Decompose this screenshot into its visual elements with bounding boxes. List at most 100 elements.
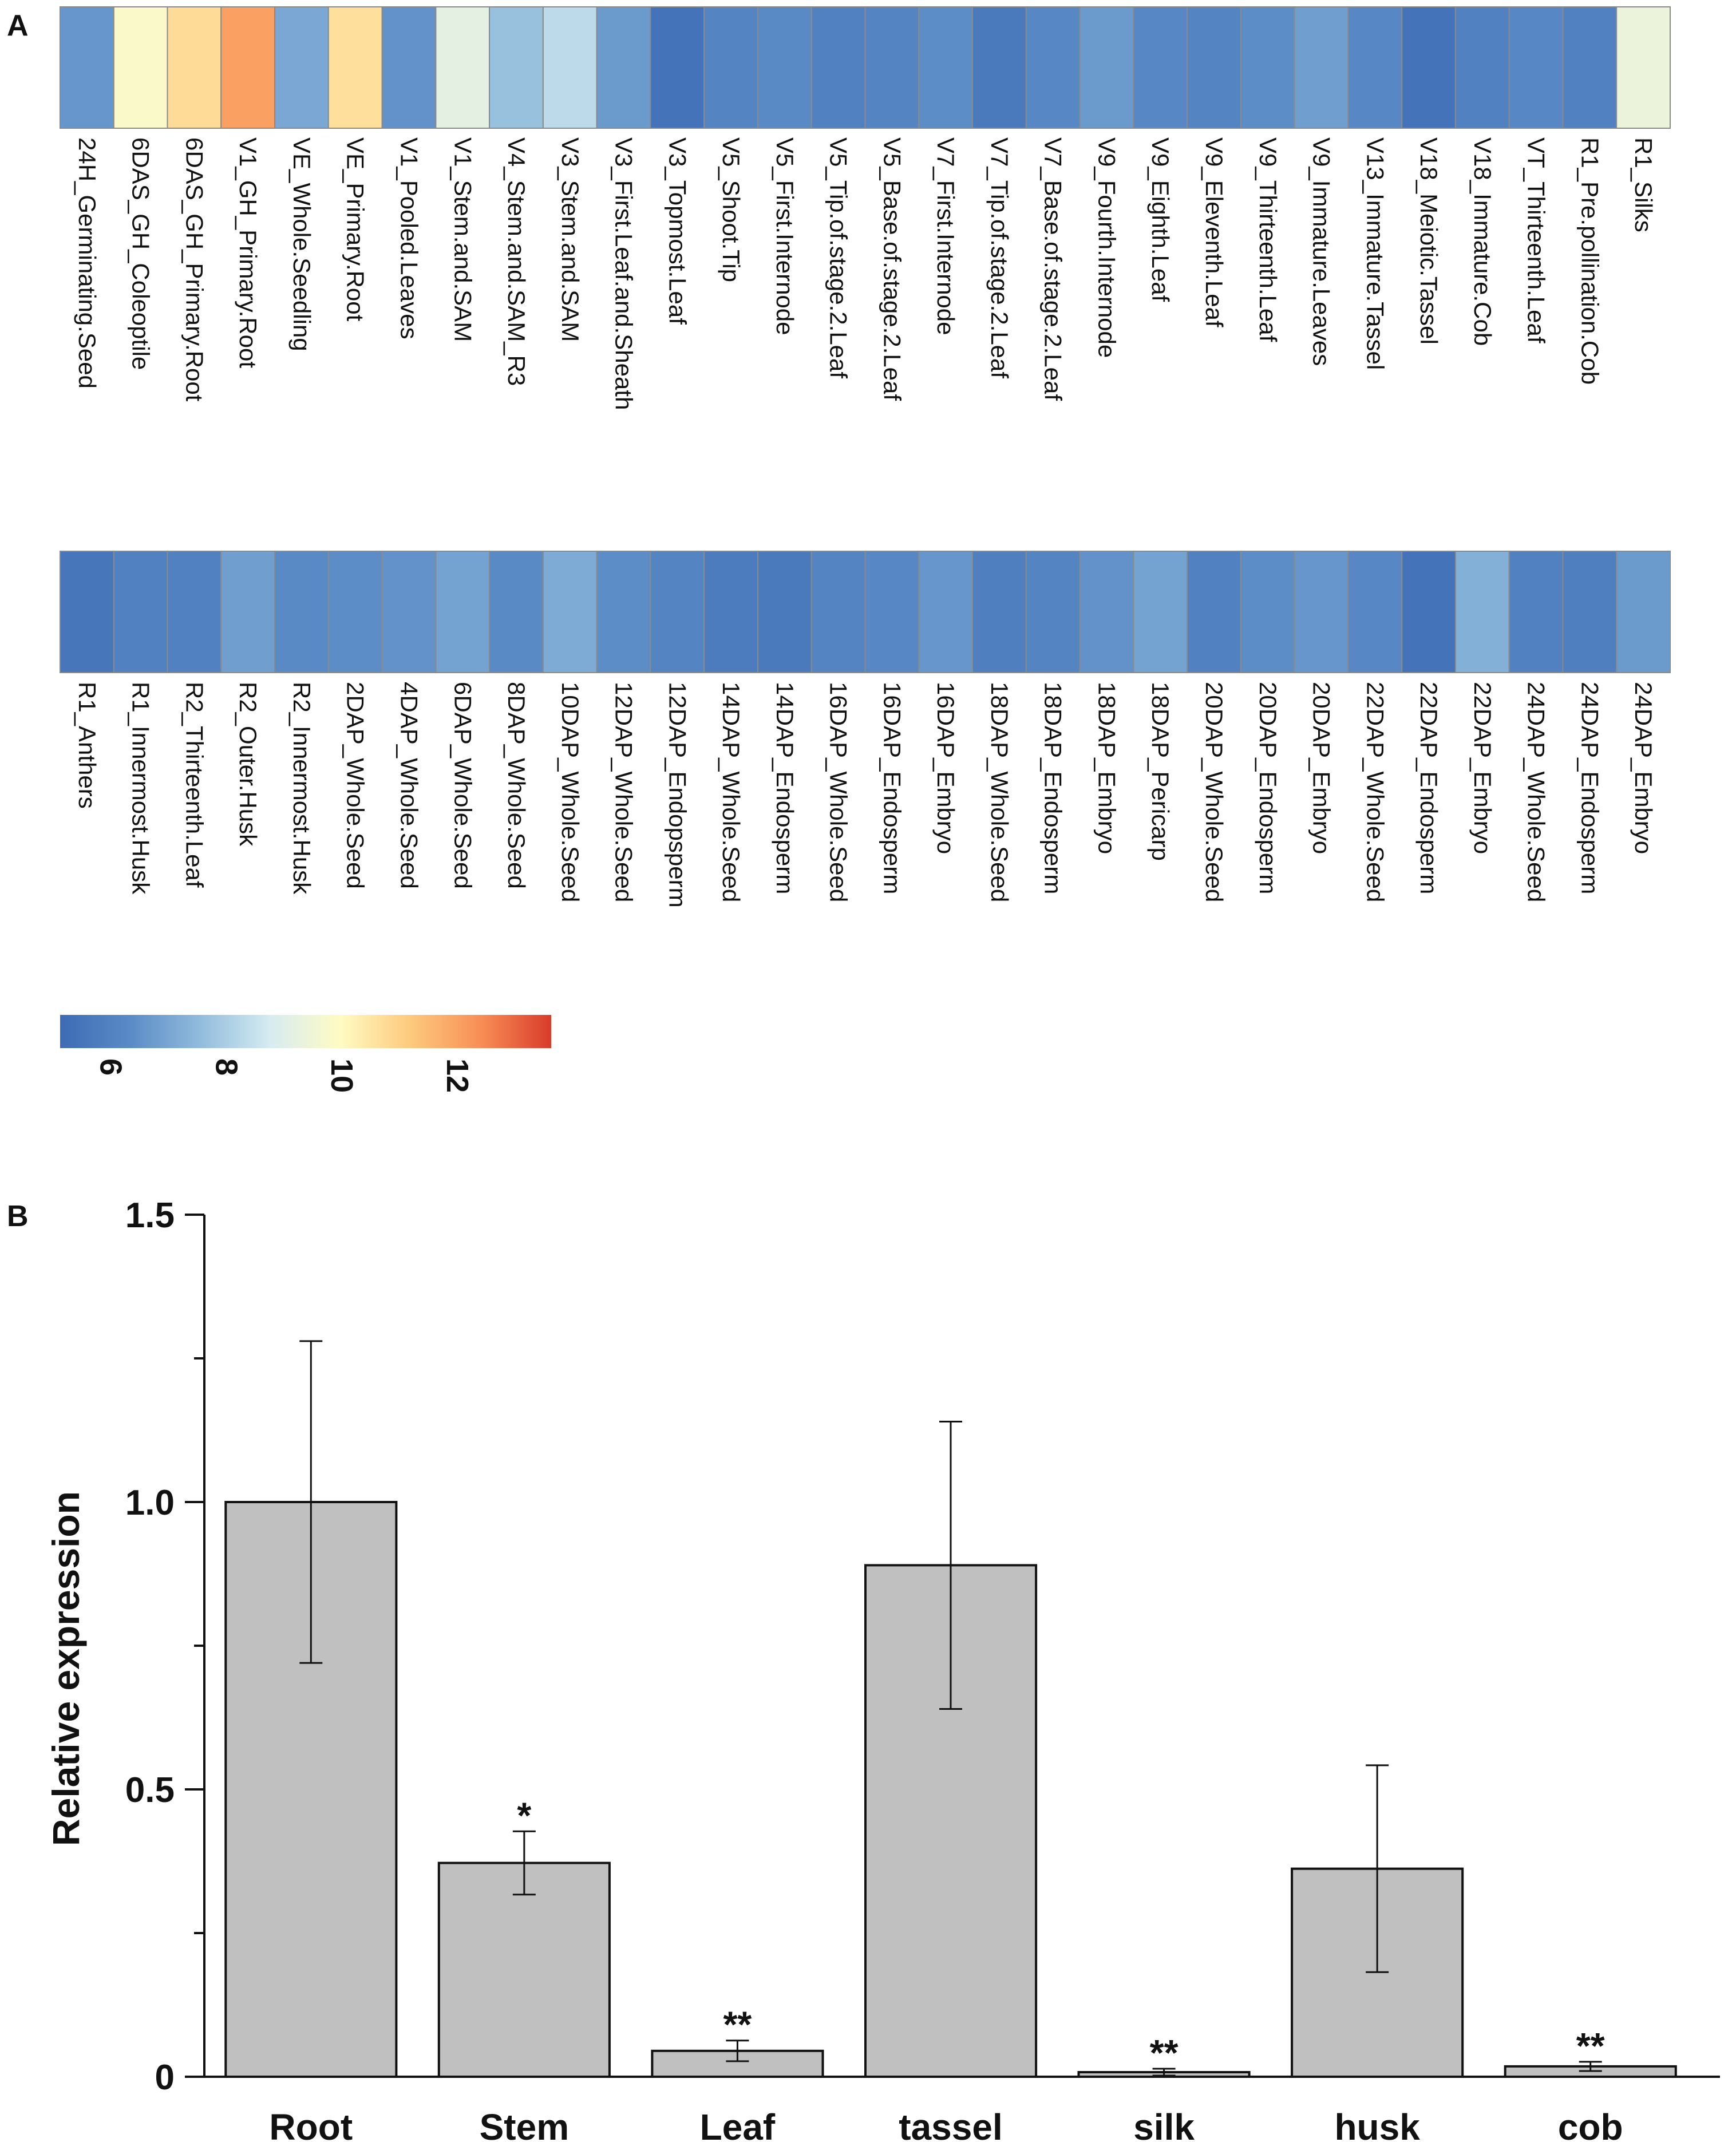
heatmap-cell <box>918 551 974 673</box>
tissue-label: V18_Immature.Cob <box>1469 137 1496 346</box>
heatmap-cell <box>1616 6 1671 129</box>
heatmap-cell <box>274 6 329 129</box>
heatmap-cell <box>1401 6 1456 129</box>
tissue-label: V13_Immature.Tassel <box>1362 137 1389 370</box>
tissue-label: R2_Innermost.Husk <box>288 682 315 895</box>
y-tick-label: 0.5 <box>125 1770 175 1810</box>
heatmap-cell <box>650 551 705 673</box>
heatmap-cell <box>542 6 598 129</box>
heatmap-cell <box>1240 551 1295 673</box>
heatmap-cell <box>1454 551 1510 673</box>
tissue-label: V1_Stem.and.SAM <box>449 137 476 342</box>
tissue-label: 20DAP_Whole.Seed <box>1201 682 1228 902</box>
heatmap-cell <box>1187 6 1241 129</box>
tissue-label: 24DAP_Endosperm <box>1576 682 1603 894</box>
tissue-label: V5_Tip.of.stage.2.Leaf <box>825 137 852 378</box>
heatmap-cell <box>167 6 222 129</box>
colorbar-tick-label: 6 <box>94 1058 128 1076</box>
heatmap-cell <box>1133 6 1188 129</box>
heatmap-cell <box>435 6 491 129</box>
tissue-label: V3_First.Leaf.and.Sheath <box>611 137 638 410</box>
tissue-label: V1_Pooled.Leaves <box>396 137 423 339</box>
heatmap-cell <box>489 6 544 129</box>
heatmap-cell <box>1187 551 1241 673</box>
heatmap-cell <box>650 6 705 129</box>
heatmap-cell <box>1294 6 1349 129</box>
heatmap-cell <box>60 6 114 129</box>
tissue-label: 12DAP_Endopsperm <box>664 682 691 908</box>
significance-marker: ** <box>1576 2025 1605 2066</box>
y-tick-label: 1.5 <box>125 1196 175 1235</box>
x-category-label: cob <box>1558 2107 1623 2142</box>
heatmap-cell <box>596 6 651 129</box>
heatmap-cell <box>1079 6 1134 129</box>
tissue-label: 10DAP_Whole.Seed <box>557 682 584 902</box>
heatmap: 24H_Germinating.Seed 6DAS_GH_Coleoptile 6D… <box>60 6 1671 908</box>
tissue-label: 22DAP_Endosperm <box>1415 682 1442 894</box>
bar-stem <box>437 1862 611 2078</box>
heatmap-cell <box>757 551 812 673</box>
heatmap-cell <box>435 551 491 673</box>
tissue-label: V9_Eighth.Leaf <box>1147 137 1174 302</box>
tissue-label: 22DAP_Embryo <box>1469 682 1496 854</box>
tissue-label: R2_Outer.Husk <box>235 682 262 847</box>
tissue-label: VE_Primary.Root <box>342 137 369 322</box>
heatmap-cell <box>1347 6 1403 129</box>
tissue-label: V4_Stem.and.SAM_R3 <box>503 137 530 386</box>
y-tick-label: 1.0 <box>125 1483 175 1523</box>
heatmap-cell <box>327 551 383 673</box>
tissue-label: 4DAP_Whole.Seed <box>396 682 423 889</box>
heatmap-cell <box>703 551 758 673</box>
tissue-label: V5_Base.of.stage.2.Leaf <box>879 137 905 401</box>
tissue-label: V3_Stem.and.SAM <box>557 137 584 342</box>
significance-marker: * <box>517 1795 531 1836</box>
significance-marker: ** <box>1150 2032 1179 2073</box>
tissue-label: 8DAP_Whole.Seed <box>503 682 530 889</box>
panel-a-label: A <box>7 9 29 42</box>
heatmap-cell <box>972 6 1027 129</box>
heatmap-cell <box>1508 551 1564 673</box>
tissue-label: R1_Innermost.Husk <box>128 682 155 895</box>
tissue-label: R1_Anthers <box>74 682 101 809</box>
tissue-label: 18DAP_Pericarp <box>1147 682 1174 861</box>
heatmap-cell <box>703 6 758 129</box>
colorbar: 6 8 10 12 <box>60 1015 551 1093</box>
y-axis-title: Relative expression <box>45 1491 87 1846</box>
colorbar-tick-label: 8 <box>209 1058 243 1076</box>
tissue-label: V1_GH_Primary.Root <box>235 137 262 368</box>
heatmap-cell <box>972 551 1027 673</box>
heatmap-cell <box>381 551 437 673</box>
x-category-label: Leaf <box>700 2107 776 2142</box>
tissue-label: R1_Silks <box>1630 137 1657 232</box>
heatmap-cell <box>220 6 276 129</box>
heatmap-cell <box>1025 6 1081 129</box>
heatmap-cell <box>220 551 276 673</box>
heatmap-cell <box>113 6 168 129</box>
heatmap-cell <box>757 6 812 129</box>
heatmap-cell <box>810 6 866 129</box>
heatmap-cell <box>864 6 920 129</box>
heatmap-cell <box>596 551 651 673</box>
y-tick-label: 0 <box>155 2058 175 2097</box>
heatmap-cell <box>1508 6 1564 129</box>
heatmap-cell <box>1454 6 1510 129</box>
x-category-label: Stem <box>480 2107 570 2142</box>
heatmap-cell <box>1562 6 1618 129</box>
tissue-label: 18DAP_Embryo <box>1094 682 1121 854</box>
tissue-label: R1_Pre.pollination.Cob <box>1576 137 1603 385</box>
tissue-label: VT_Thirteenth.Leaf <box>1523 137 1550 343</box>
x-category-label: husk <box>1334 2107 1420 2142</box>
heatmap-cell <box>60 551 114 673</box>
heatmap-cell <box>1240 6 1295 129</box>
colorbar-gradient <box>60 1015 551 1048</box>
tissue-label: V3_Topmost.Leaf <box>664 137 691 325</box>
tissue-label: V9_Eleventh.Leaf <box>1201 137 1228 327</box>
heatmap-cell <box>918 6 974 129</box>
tissue-label: 16DAP_Embryo <box>932 682 959 854</box>
heatmap-cell <box>1079 551 1134 673</box>
heatmap-cell <box>1347 551 1403 673</box>
heatmap-cell <box>1401 551 1456 673</box>
tissue-label: 6DAP_Whole.Seed <box>449 682 476 889</box>
